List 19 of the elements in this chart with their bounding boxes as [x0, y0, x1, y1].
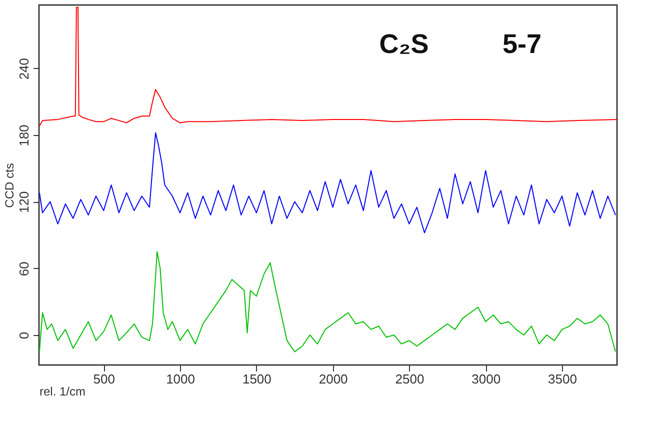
x-axis-title: rel. 1/cm [40, 384, 86, 398]
x-tick-label: 2000 [318, 372, 348, 386]
y-tick-label: 60 [16, 262, 32, 276]
x-tick-label: 1000 [166, 372, 195, 386]
annotation: 5-7 [502, 29, 542, 59]
y-axis-title: CCD cts [2, 163, 16, 208]
x-tick-label: 3000 [472, 372, 501, 386]
y-tick-label: 0 [16, 332, 32, 340]
x-tick-label: 1500 [242, 372, 272, 386]
x-tick-label: 3500 [548, 372, 577, 386]
line-series [39, 132, 616, 234]
y-tick-label: 240 [16, 58, 32, 80]
line-series [39, 251, 616, 352]
line-series [39, 6, 617, 127]
annotation: C₂S [379, 29, 429, 59]
y-tick-label: 120 [16, 191, 32, 214]
y-tick-label: 180 [16, 124, 32, 146]
x-tick-label: 2500 [395, 372, 424, 386]
x-tick-label: 500 [93, 372, 115, 386]
